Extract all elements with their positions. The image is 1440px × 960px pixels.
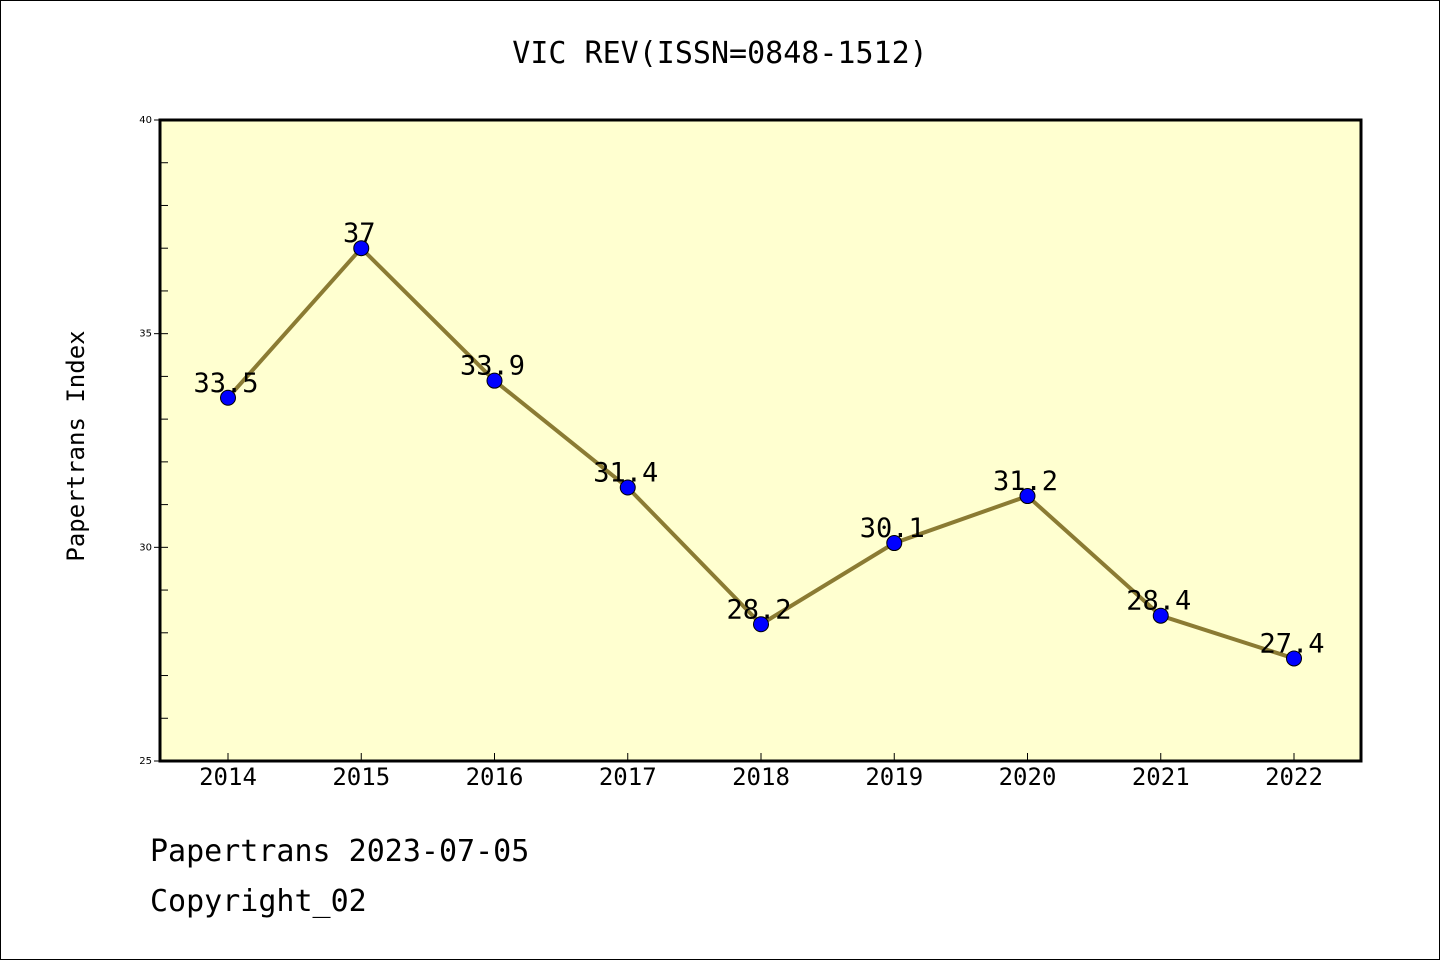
chart-title: VIC REV(ISSN=0848-1512) <box>512 36 928 71</box>
data-points <box>220 240 1302 667</box>
data-point <box>753 616 769 633</box>
data-labels: 33.5 37 33.9 31.4 28.2 30.1 31.2 28.4 27.4 <box>193 218 1324 659</box>
data-point <box>619 479 636 496</box>
data-point <box>486 372 503 389</box>
x-tick-label: 2018 <box>732 763 790 791</box>
data-label: 30.1 <box>860 513 925 544</box>
data-label: 28.4 <box>1126 586 1191 617</box>
data-label: 31.4 <box>593 458 658 489</box>
data-point <box>1019 488 1036 505</box>
x-tick-label: 2020 <box>999 763 1057 791</box>
data-point <box>220 389 236 406</box>
footer-date: Papertrans 2023-07-05 <box>150 834 530 869</box>
y-axis: 25 30 35 40 <box>139 115 168 767</box>
plot-area <box>158 118 1363 763</box>
data-label: 37 <box>343 218 376 249</box>
x-tick-label: 2019 <box>865 763 923 791</box>
y-tick-label: 25 <box>139 756 152 767</box>
x-tick-label: 2016 <box>466 763 524 791</box>
y-tick-label: 30 <box>139 542 152 553</box>
data-label: 28.2 <box>726 594 791 625</box>
footer-copyright: Copyright_02 <box>150 884 367 919</box>
data-label: 27.4 <box>1259 628 1324 659</box>
data-label: 31.2 <box>993 466 1058 497</box>
data-point <box>1152 607 1169 624</box>
x-tick-label: 2014 <box>199 763 257 791</box>
x-axis: 2014 2015 2016 2017 2018 2019 2020 2021 2022 <box>199 753 1323 791</box>
data-point <box>1286 650 1302 667</box>
data-point <box>886 535 903 552</box>
y-tick-label: 35 <box>139 329 152 340</box>
x-tick-label: 2021 <box>1132 763 1190 791</box>
y-tick-label: 40 <box>139 115 152 126</box>
x-tick-label: 2015 <box>332 763 390 791</box>
x-tick-label: 2017 <box>599 763 657 791</box>
x-tick-label: 2022 <box>1265 763 1323 791</box>
data-label: 33.9 <box>460 351 525 382</box>
data-label: 33.5 <box>193 368 258 399</box>
data-point <box>353 240 370 257</box>
